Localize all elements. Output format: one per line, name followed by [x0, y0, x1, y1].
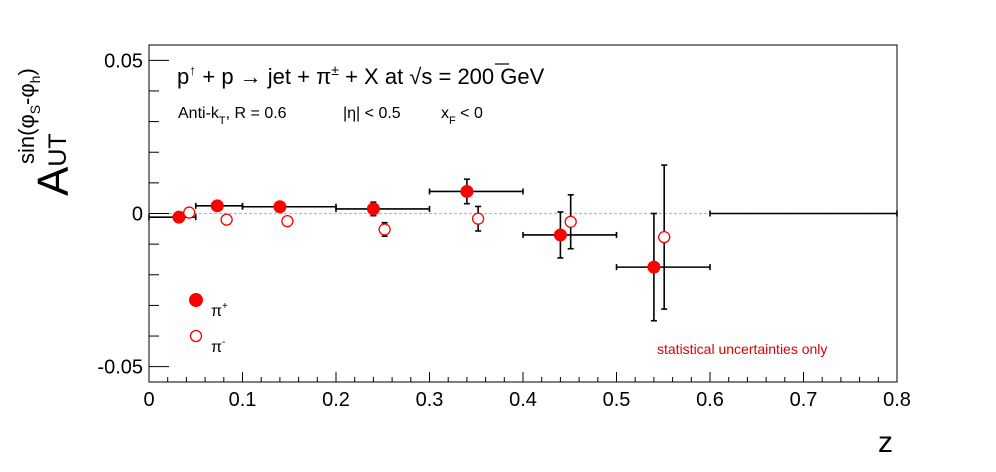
svg-text:sin(φS-φh): sin(φS-φh)	[14, 68, 43, 164]
x-tick-label: 0.6	[696, 389, 724, 411]
chart-subtitle: Anti-kT, R = 0.6 |η| < 0.5 xF < 0	[178, 105, 483, 127]
svg-text:AUT: AUT	[29, 133, 78, 196]
data-point-pi-minus	[183, 206, 196, 219]
legend: π+ π-	[189, 293, 228, 356]
data-point-pi-plus	[366, 202, 380, 216]
x-axis-label: z	[878, 426, 893, 459]
x-tick-label: 0.1	[229, 389, 257, 411]
legend-marker-pi-minus	[189, 329, 203, 343]
legend-marker-pi-plus	[189, 293, 203, 307]
x-tick-label: 0.4	[509, 389, 537, 411]
chart-title: p↑ + p → jet + π± + X at √s = 200 GeV	[177, 62, 545, 89]
data-point-pi-minus	[378, 223, 391, 236]
x-tick-label: 0	[143, 389, 154, 411]
data-markers	[172, 184, 671, 274]
x-axis-ticks	[148, 372, 898, 382]
x-tick-label: 0.7	[790, 389, 818, 411]
y-axis-tick-labels: 0.05 0 -0.05	[97, 50, 143, 378]
x-tick-label: 0.2	[322, 389, 350, 411]
data-point-pi-plus	[273, 200, 287, 214]
legend-label-pi-plus: π+	[211, 301, 228, 320]
data-point-pi-plus	[647, 260, 661, 274]
data-point-pi-plus	[172, 210, 186, 224]
error-bars	[148, 164, 898, 322]
data-point-pi-plus	[460, 184, 474, 198]
data-point-pi-minus	[281, 215, 294, 228]
data-point-pi-plus	[553, 228, 567, 242]
x-tick-label: 0.8	[883, 389, 911, 411]
y-tick-label: 0.05	[104, 50, 143, 72]
data-point-pi-minus	[471, 212, 485, 225]
y-tick-label: -0.05	[97, 357, 143, 379]
data-point-pi-minus	[658, 230, 671, 244]
x-axis-tick-labels: 0 0.1 0.2 0.3 0.4 0.5 0.6 0.7 0.8	[143, 389, 910, 411]
y-axis-label: AUT sin(φS-φh)	[14, 68, 78, 196]
data-point-pi-minus	[564, 215, 577, 228]
x-tick-label: 0.5	[603, 389, 631, 411]
y-tick-label: 0	[132, 204, 143, 226]
data-point-pi-minus	[220, 213, 233, 226]
data-point-pi-plus	[210, 199, 224, 213]
legend-label-pi-minus: π-	[211, 337, 225, 356]
uncertainty-note: statistical uncertainties only	[657, 341, 827, 357]
x-tick-label: 0.3	[416, 389, 444, 411]
y-axis-ticks	[149, 59, 169, 368]
